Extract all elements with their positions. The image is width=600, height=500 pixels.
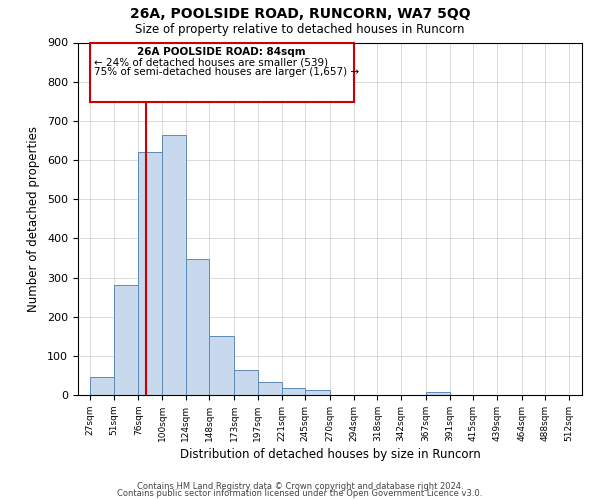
Bar — [90, 378, 113, 395]
Bar — [209, 336, 234, 395]
Bar — [426, 392, 449, 395]
Text: 26A POOLSIDE ROAD: 84sqm: 26A POOLSIDE ROAD: 84sqm — [137, 47, 306, 57]
Bar — [186, 258, 209, 395]
Bar — [138, 152, 162, 395]
Text: Size of property relative to detached houses in Runcorn: Size of property relative to detached ho… — [135, 22, 465, 36]
Bar — [90, 42, 354, 102]
X-axis label: Distribution of detached houses by size in Runcorn: Distribution of detached houses by size … — [179, 448, 481, 461]
Text: ← 24% of detached houses are smaller (539): ← 24% of detached houses are smaller (53… — [94, 58, 328, 68]
Text: 75% of semi-detached houses are larger (1,657) →: 75% of semi-detached houses are larger (… — [94, 67, 359, 77]
Bar — [305, 390, 330, 395]
Bar — [234, 370, 258, 395]
Y-axis label: Number of detached properties: Number of detached properties — [27, 126, 40, 312]
Bar — [113, 286, 138, 395]
Bar — [162, 134, 186, 395]
Text: Contains HM Land Registry data © Crown copyright and database right 2024.: Contains HM Land Registry data © Crown c… — [137, 482, 463, 491]
Text: 26A, POOLSIDE ROAD, RUNCORN, WA7 5QQ: 26A, POOLSIDE ROAD, RUNCORN, WA7 5QQ — [130, 8, 470, 22]
Bar — [281, 388, 305, 395]
Bar — [258, 382, 281, 395]
Text: Contains public sector information licensed under the Open Government Licence v3: Contains public sector information licen… — [118, 490, 482, 498]
